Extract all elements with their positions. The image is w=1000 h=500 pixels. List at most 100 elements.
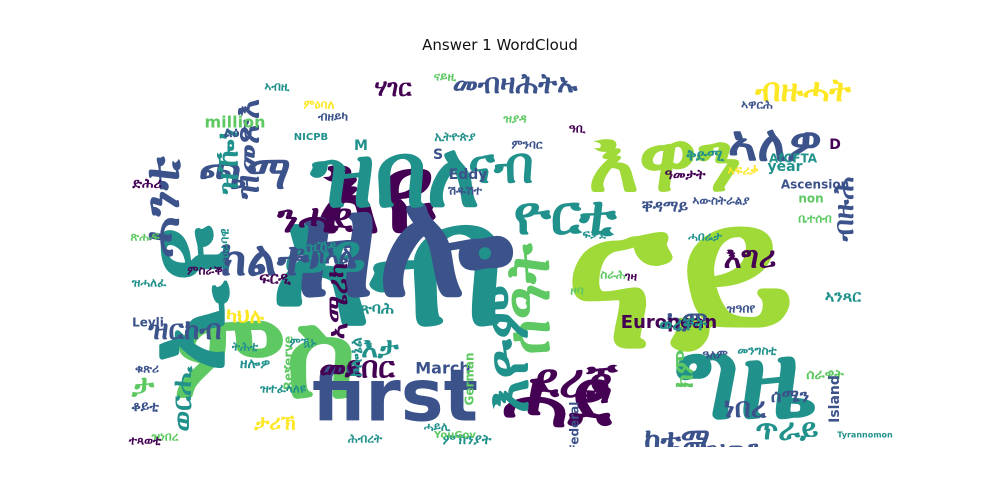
word-97: ኢትዮጵያ xyxy=(434,130,476,144)
word-109: ቁጽሪ xyxy=(135,362,159,376)
word-58: ዘሎዎ xyxy=(240,356,270,372)
word-7: ሓደ xyxy=(503,352,613,445)
word-104: ዝዓበየ xyxy=(727,302,756,316)
word-99: ምንባር xyxy=(511,138,542,152)
word-23: ኣሜሪካ xyxy=(321,263,354,339)
word-11: ሓንቲ xyxy=(133,155,191,257)
word-64: D xyxy=(829,137,841,153)
word-36: እግሪ xyxy=(724,241,777,276)
word-22: መደበር xyxy=(319,351,396,386)
word-94: ሓበሬታ xyxy=(688,230,723,244)
word-63: M xyxy=(354,138,368,154)
word-68: ምኽንያት xyxy=(443,432,492,447)
word-42: ብዙሕ xyxy=(827,176,860,242)
word-45: ነዊሕ xyxy=(284,362,307,376)
word-47: ፍርዲ xyxy=(259,269,291,288)
word-15: ኣለዎ xyxy=(728,115,822,173)
word-40: ዝበለ xyxy=(310,123,480,228)
word-41: ክም xyxy=(670,350,700,388)
word-5: እዋን xyxy=(588,112,741,211)
word-61: year xyxy=(768,159,803,175)
word-98: ዝያዳ xyxy=(503,112,527,126)
word-72: Ascension xyxy=(781,178,849,192)
word-49: European xyxy=(621,312,717,333)
word-28: መብዛሕትኡ xyxy=(453,67,579,100)
word-26: ነበረ xyxy=(724,391,767,424)
word-14: እዮም xyxy=(473,285,541,413)
word-87: ናይዚ xyxy=(434,70,457,84)
word-69: Eddy xyxy=(449,167,488,183)
word-71: AfCFTA xyxy=(769,152,818,166)
word-24: ከተማ xyxy=(644,423,710,448)
word-8: ግዜ xyxy=(676,315,816,443)
word-89: ሽዱሽተ xyxy=(447,184,483,198)
word-53: ወረቐት xyxy=(659,314,708,335)
word-34: ታ xyxy=(131,369,155,404)
word-31: ወርሒ xyxy=(165,364,198,431)
word-93: ኣዋርሕ xyxy=(741,98,773,112)
word-33: ክምዝዉን xyxy=(668,436,761,448)
word-54: million xyxy=(205,113,266,132)
word-84: ኣብዚ xyxy=(264,80,290,94)
word-0: ናይ xyxy=(565,161,794,394)
word-70: Federal xyxy=(568,402,582,447)
word-50: ቐዳማይ xyxy=(641,197,688,216)
word-102: ቤተሰብ xyxy=(798,212,832,226)
word-76: Leyli xyxy=(132,316,164,330)
word-3: ምስ xyxy=(174,287,357,426)
word-108: ሓይሊ xyxy=(424,420,451,434)
word-80: Tyrannomon xyxy=(837,431,893,440)
word-85: ብዘይካ xyxy=(318,110,348,124)
word-110: መንግስቲ xyxy=(737,344,777,358)
word-35: ይኽእል xyxy=(291,241,354,269)
word-78: NICPB xyxy=(294,132,328,143)
word-21: ንሓደ xyxy=(276,196,354,242)
word-4: ኢዩ xyxy=(125,225,249,372)
word-18: ዮርቲ xyxy=(513,183,617,247)
word-90: ዓቢ xyxy=(569,122,586,136)
word-48: March xyxy=(415,359,470,378)
word-112: ዓለም xyxy=(702,348,727,362)
word-2: እዩ xyxy=(315,129,436,257)
word-20: ጫማ xyxy=(199,146,291,200)
word-83: ዝነበረ xyxy=(152,430,179,444)
word-37: እታ xyxy=(361,331,400,364)
word-103: ሕብረት xyxy=(348,432,383,446)
word-6: first xyxy=(312,354,478,438)
word-32: ዝመጽእ xyxy=(228,99,268,200)
word-86: ምስራቕ xyxy=(187,264,223,278)
word-60: ልዕሊ xyxy=(224,125,251,141)
word-56: ቅድሚ xyxy=(686,146,725,165)
word-46: ዓመታት xyxy=(665,167,706,183)
word-79: YouGov xyxy=(433,430,476,441)
word-100: ዝሓለፈ xyxy=(132,276,167,290)
word-51: ኣንጻር xyxy=(825,287,862,306)
word-66: ቆይቲ xyxy=(131,399,159,415)
word-19: ብዙሓት xyxy=(754,71,851,109)
word-105: ምዃኑ xyxy=(290,336,317,350)
word-55: ዝኸዱ xyxy=(306,239,339,255)
word-43: ታሪኽ xyxy=(253,411,296,435)
word-cloud: ናይ ኣብ እዩ ምስ ኢዩ እዋን first ሓደ ግዜ ዘሎ ሰዓት ሓንቲ ወይ ናብ እዮም ኣለዎ… xyxy=(125,59,902,447)
word-77: non xyxy=(798,192,823,206)
word-44: ኮሎኔል xyxy=(347,337,366,377)
word-91: ፍቓድ xyxy=(582,228,608,242)
word-96: ኣውስትራልያ xyxy=(692,194,750,208)
word-62: S xyxy=(433,147,443,163)
word-101: ተጻወቲ xyxy=(128,434,162,448)
word-1: ኣብ xyxy=(271,166,506,364)
word-74: Reserve xyxy=(282,336,296,391)
word-59: ምዕራባዊ xyxy=(218,229,232,270)
word-92: ስራሕ xyxy=(600,268,626,282)
word-10: ሰዓት xyxy=(494,243,564,355)
word-25: ጥራይ xyxy=(756,413,819,448)
word-57: ድሕሪ xyxy=(131,176,161,192)
word-81: ምዕባለ xyxy=(303,98,334,112)
word-88: ትሕቲ xyxy=(231,340,259,354)
word-13: ናብ xyxy=(468,137,533,195)
word-16: ክልተ xyxy=(221,231,310,287)
word-52: ሰሜን xyxy=(771,386,809,407)
word-38: ሃገር xyxy=(374,74,412,102)
word-12: ወይ xyxy=(284,223,366,293)
